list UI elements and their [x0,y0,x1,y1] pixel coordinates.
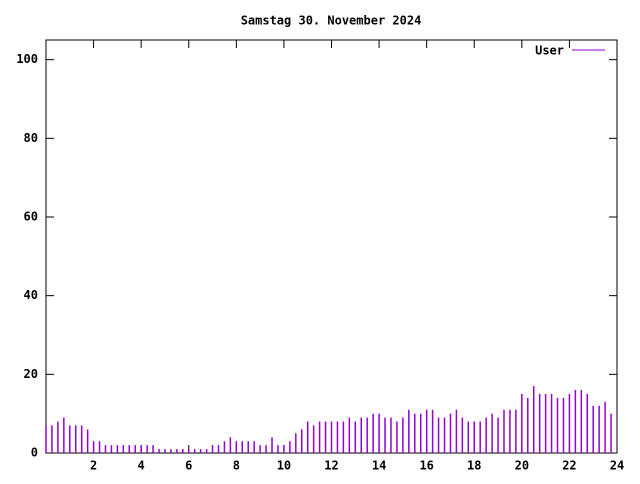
legend-label: User [535,44,564,58]
x-tick-label: 10 [277,459,291,473]
x-tick-label: 18 [467,459,481,473]
y-tick-label: 0 [31,446,38,460]
chart-title: Samstag 30. November 2024 [241,14,422,28]
x-tick-label: 12 [324,459,338,473]
y-tick-label: 20 [24,367,38,381]
x-tick-label: 6 [185,459,192,473]
x-tick-label: 22 [562,459,576,473]
x-tick-label: 24 [610,459,624,473]
plot-frame [45,39,618,454]
y-tick-label: 80 [24,131,38,145]
x-tick-label: 4 [138,459,145,473]
x-tick-label: 8 [233,459,240,473]
x-tick-label: 16 [419,459,433,473]
y-tick-label: 100 [16,52,38,66]
y-tick-label: 40 [24,288,38,302]
x-tick-label: 2 [90,459,97,473]
x-tick-label: 14 [372,459,386,473]
y-tick-label: 60 [24,210,38,224]
x-tick-label: 20 [515,459,529,473]
